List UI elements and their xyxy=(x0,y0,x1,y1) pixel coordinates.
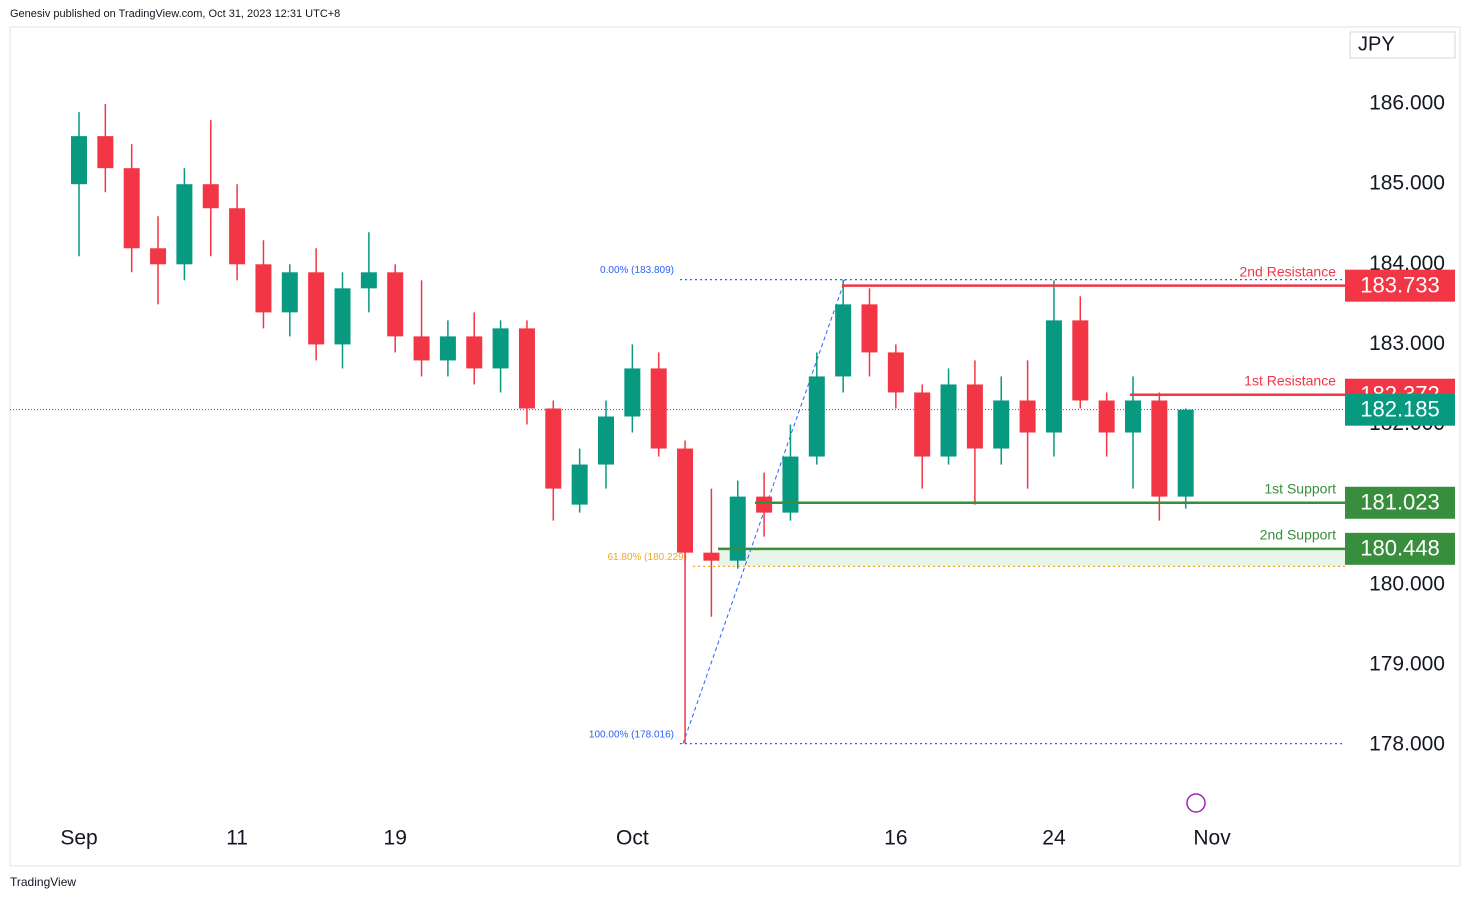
candle-body xyxy=(1045,320,1062,433)
event-icon[interactable] xyxy=(1186,793,1206,813)
candle-body xyxy=(123,168,140,249)
currency: JPY xyxy=(1358,33,1395,55)
price-box xyxy=(1345,269,1455,302)
y-tick-label: 184.000 xyxy=(1369,252,1445,275)
price-label: 183.733 xyxy=(1360,272,1440,297)
candle-body xyxy=(202,184,219,209)
y-tick-label: 179.000 xyxy=(1369,652,1445,675)
candle-body xyxy=(914,392,931,457)
x-tick-label: Sep xyxy=(60,827,97,850)
candle-body xyxy=(308,272,325,345)
candle-body xyxy=(360,272,377,289)
price-box xyxy=(1345,393,1455,426)
candle-body xyxy=(808,376,825,457)
price-box xyxy=(1345,486,1455,519)
candle-body xyxy=(887,352,904,393)
candle-body xyxy=(940,384,957,457)
candle-body xyxy=(598,416,614,465)
y-tick-label: 185.000 xyxy=(1369,172,1445,195)
level-name: 2nd Support xyxy=(1260,527,1336,543)
frame xyxy=(9,26,1461,867)
fib-label: 100.00% (178.016) xyxy=(589,729,674,740)
candle-body xyxy=(571,464,588,505)
candle-body xyxy=(729,496,746,561)
candle-body xyxy=(1019,400,1036,433)
x-tick-label: 11 xyxy=(226,827,248,850)
candle-body xyxy=(71,136,87,185)
candle-body xyxy=(1177,409,1194,497)
footer: TradingView xyxy=(10,875,76,889)
candle-body xyxy=(782,456,799,513)
price-box xyxy=(1345,532,1455,565)
candle-body xyxy=(334,288,351,345)
candle-body xyxy=(97,136,114,169)
candle-body xyxy=(993,400,1010,449)
fib-label: 0.00% (183.809) xyxy=(600,265,674,276)
candle-body xyxy=(677,448,694,553)
candle-body xyxy=(466,336,483,369)
candle-body xyxy=(1151,400,1168,497)
candle-body xyxy=(413,336,430,361)
candle-body xyxy=(176,184,193,265)
candle-body xyxy=(1072,320,1089,401)
candle-body xyxy=(229,208,246,265)
x-tick-label: Oct xyxy=(616,827,649,850)
candle-body xyxy=(1125,400,1141,433)
y-tick-label: 186.000 xyxy=(1369,92,1445,115)
candle-body xyxy=(281,272,298,313)
x-tick-label: Nov xyxy=(1193,827,1231,850)
price-label: 180.448 xyxy=(1360,536,1440,561)
fib-label: 61.80% (180.229) xyxy=(607,552,687,563)
candle-body xyxy=(255,264,272,313)
candle-body xyxy=(545,408,562,489)
currency-box xyxy=(1349,31,1456,59)
candle-body xyxy=(624,368,641,417)
x-tick-label: 24 xyxy=(1042,827,1066,850)
x-tick-label: 19 xyxy=(384,827,407,850)
candle-body xyxy=(150,248,167,265)
candle-body xyxy=(650,368,667,449)
y-tick-label: 180.000 xyxy=(1369,572,1445,595)
level-name: 2nd Resistance xyxy=(1239,263,1336,279)
price-label: 181.023 xyxy=(1360,490,1440,515)
candle-body xyxy=(439,336,456,361)
candle-body xyxy=(861,304,878,353)
candle-body xyxy=(835,304,852,377)
candle-body xyxy=(492,328,509,369)
candle-body xyxy=(703,552,720,561)
level-name: 1st Support xyxy=(1264,480,1336,496)
fib-zone xyxy=(718,548,1345,567)
candle-body xyxy=(1098,400,1115,433)
candle-body xyxy=(518,328,535,409)
candle-body xyxy=(756,496,773,513)
y-tick-label: 178.000 xyxy=(1369,732,1445,755)
y-tick-label: 183.000 xyxy=(1369,332,1445,355)
level-name: 1st Resistance xyxy=(1244,372,1336,388)
header: Genesiv published on TradingView.com, Oc… xyxy=(10,8,340,20)
candle-body xyxy=(966,384,983,449)
last-price-label: 182.185 xyxy=(1360,396,1440,421)
x-tick-label: 16 xyxy=(884,827,907,850)
candle-body xyxy=(387,272,404,337)
